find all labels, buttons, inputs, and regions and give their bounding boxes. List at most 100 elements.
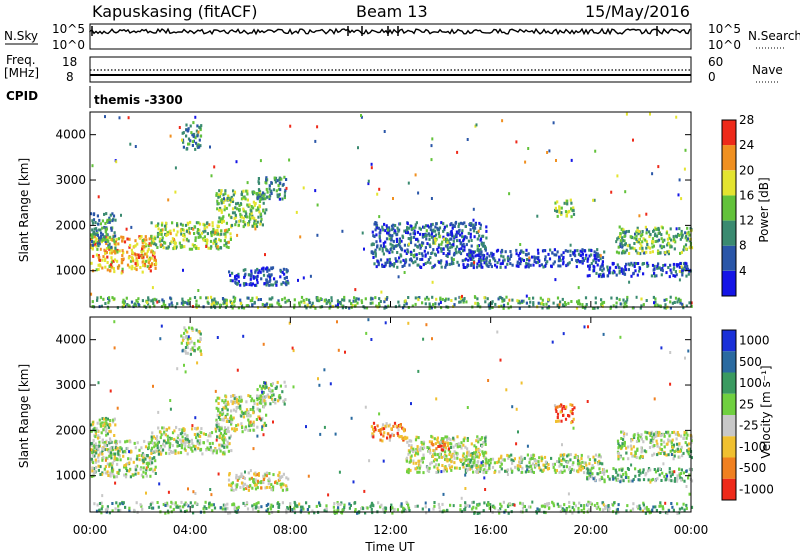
echo-cell [110, 261, 113, 265]
echo-cell [218, 189, 221, 193]
echo-cell [424, 254, 427, 258]
echo-cell [499, 265, 502, 269]
echo-cell [121, 261, 124, 265]
echo-cell [397, 229, 400, 233]
echo-cell [182, 228, 185, 232]
echo-cell [102, 417, 106, 421]
echo-cell [510, 458, 513, 462]
echo-cell [542, 463, 545, 467]
echo-cell [603, 250, 606, 254]
echo-cell [186, 440, 189, 444]
echo-cell [403, 271, 406, 274]
echo-cell [262, 273, 266, 277]
echo-cell [190, 447, 193, 451]
echo-cell [454, 297, 457, 301]
echo-cell [581, 261, 584, 265]
echo-cell [601, 260, 604, 264]
echo-cell [194, 447, 197, 451]
echo-cell [302, 186, 305, 190]
echo-cell [189, 348, 192, 352]
echo-cell [214, 237, 217, 241]
echo-cell [674, 240, 677, 244]
echo-cell [163, 432, 166, 436]
echo-cell [440, 249, 443, 253]
echo-cell [571, 403, 574, 407]
echo-cell [483, 451, 486, 455]
echo-cell [531, 462, 535, 466]
echo-cell [501, 458, 504, 462]
echo-cell [237, 272, 240, 276]
echo-cell [631, 263, 634, 267]
echo-cell [149, 462, 152, 466]
echo-cell [577, 286, 580, 290]
echo-cell [690, 456, 693, 460]
echo-cell [107, 474, 110, 477]
echo-cell [242, 282, 246, 286]
echo-cell [659, 452, 662, 455]
echo-cell [382, 252, 385, 256]
echo-cell [488, 463, 491, 467]
echo-cell [388, 423, 391, 427]
echo-cell [413, 229, 416, 233]
power-echo-cells [90, 112, 694, 310]
echo-cell [147, 261, 150, 265]
echo-cell [446, 241, 449, 245]
echo-cell [589, 469, 592, 473]
echo-cell [453, 461, 456, 465]
echo-cell [205, 448, 208, 452]
echo-cell [377, 263, 380, 267]
echo-cell [153, 304, 156, 308]
echo-cell [157, 452, 160, 456]
echo-cell [492, 252, 495, 256]
echo-cell [430, 232, 433, 236]
colorbar-swatch [722, 195, 736, 221]
echo-cell [304, 304, 307, 308]
echo-cell [480, 250, 483, 254]
echo-cell [134, 145, 137, 148]
echo-cell [447, 444, 450, 448]
echo-cell [638, 478, 641, 482]
echo-cell [156, 300, 159, 304]
echo-cell [145, 242, 148, 246]
echo-cell [647, 467, 651, 470]
echo-cell [232, 189, 235, 193]
echo-cell [388, 229, 391, 233]
echo-cell [370, 425, 373, 429]
echo-cell [547, 252, 550, 256]
echo-cell [434, 458, 437, 461]
echo-cell [243, 223, 247, 227]
echo-cell [198, 138, 201, 142]
echo-cell [147, 244, 150, 248]
echo-cell [90, 474, 94, 478]
echo-cell [496, 461, 499, 464]
echo-cell [221, 216, 224, 220]
echo-cell [261, 416, 264, 420]
echo-cell [625, 473, 628, 477]
echo-cell [407, 296, 410, 299]
echo-cell [659, 504, 662, 508]
echo-cell [206, 241, 209, 245]
echo-cell [426, 242, 429, 246]
echo-cell [96, 214, 99, 218]
echo-cell [621, 236, 624, 240]
echo-cell [101, 417, 104, 421]
echo-cell [111, 420, 115, 424]
echo-cell [281, 298, 284, 302]
echo-cell [448, 262, 451, 266]
echo-cell [622, 430, 625, 434]
echo-cell [432, 248, 435, 252]
echo-cell [92, 438, 95, 442]
echo-cell [191, 326, 194, 330]
echo-cell [405, 302, 408, 306]
echo-cell [234, 429, 237, 433]
echo-cell [427, 297, 430, 301]
echo-cell [225, 228, 228, 232]
echo-cell [620, 267, 623, 271]
echo-cell [541, 298, 544, 302]
echo-cell [150, 221, 153, 225]
echo-cell [261, 223, 264, 227]
echo-cell [428, 234, 431, 238]
echo-cell [600, 264, 603, 268]
echo-cell [216, 245, 219, 249]
echo-cell [341, 304, 344, 308]
